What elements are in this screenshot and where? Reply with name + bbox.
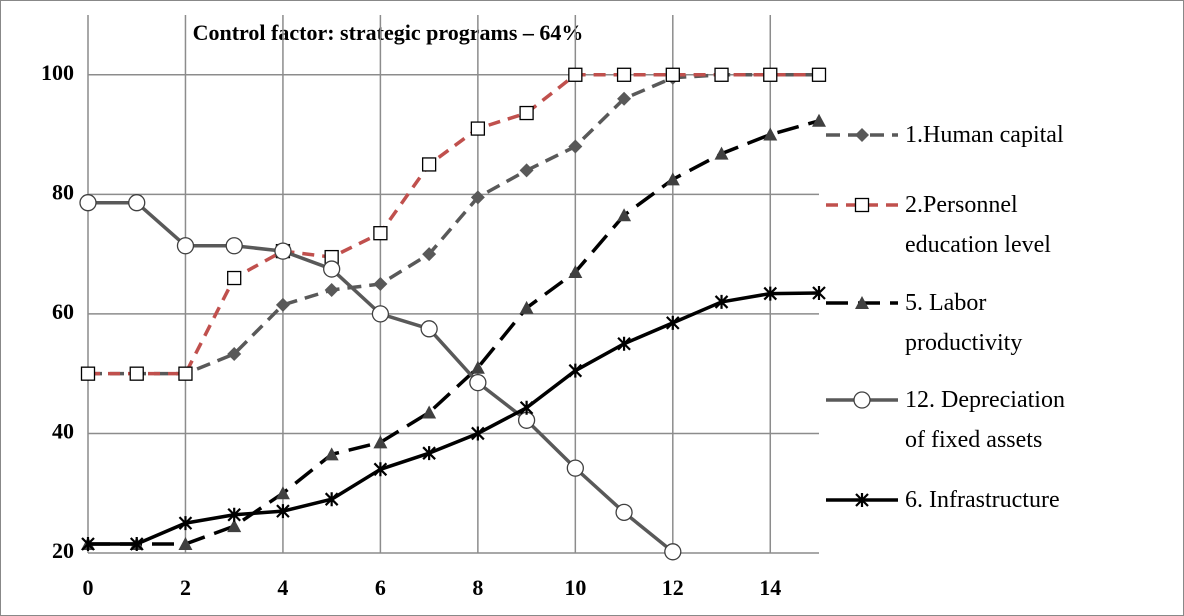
marker bbox=[275, 486, 290, 500]
marker bbox=[420, 320, 438, 338]
x-tick-label: 2 bbox=[180, 575, 191, 600]
marker bbox=[324, 282, 339, 297]
marker bbox=[568, 67, 583, 82]
marker bbox=[470, 190, 485, 205]
marker bbox=[665, 67, 680, 82]
marker bbox=[373, 226, 388, 241]
marker bbox=[371, 305, 390, 323]
marker bbox=[128, 194, 146, 212]
marker bbox=[129, 537, 144, 552]
marker bbox=[227, 507, 241, 522]
marker bbox=[665, 172, 680, 186]
marker bbox=[664, 543, 682, 561]
x-tick-label: 8 bbox=[472, 575, 483, 600]
marker bbox=[227, 519, 242, 533]
chart-title: Control factor: strategic programs – 64% bbox=[193, 20, 584, 45]
marker bbox=[227, 346, 242, 361]
x-tick-label: 12 bbox=[662, 575, 684, 600]
marker bbox=[469, 373, 487, 392]
x-tick-label: 14 bbox=[759, 575, 781, 600]
series-line bbox=[88, 73, 819, 376]
marker bbox=[666, 315, 680, 330]
marker bbox=[519, 163, 534, 178]
marker bbox=[323, 260, 341, 278]
marker bbox=[714, 67, 729, 82]
marker bbox=[422, 247, 437, 262]
x-tick-label: 0 bbox=[83, 575, 94, 600]
marker bbox=[324, 447, 339, 461]
series-line bbox=[88, 119, 820, 546]
marker bbox=[568, 139, 583, 154]
marker bbox=[615, 503, 633, 522]
legend-label: 2.Personnel education level bbox=[905, 192, 1051, 258]
x-tick-label: 6 bbox=[375, 575, 386, 600]
legend-label: 12. Depreciation of fixed assets bbox=[905, 387, 1065, 453]
y-tick-label: 100 bbox=[41, 60, 74, 85]
marker bbox=[178, 366, 193, 381]
marker bbox=[80, 366, 96, 381]
marker bbox=[470, 360, 485, 374]
marker bbox=[519, 300, 534, 314]
marker bbox=[373, 277, 388, 291]
marker bbox=[853, 391, 871, 409]
series-line bbox=[88, 291, 820, 546]
x-tick-label: 10 bbox=[564, 575, 586, 600]
x-tick-label: 4 bbox=[277, 575, 288, 600]
marker bbox=[616, 67, 632, 82]
marker bbox=[763, 127, 778, 141]
marker bbox=[129, 366, 144, 381]
marker bbox=[176, 237, 195, 255]
marker bbox=[471, 426, 485, 441]
marker bbox=[373, 435, 388, 449]
marker bbox=[763, 286, 778, 301]
marker bbox=[854, 197, 870, 213]
marker bbox=[178, 537, 193, 551]
marker bbox=[274, 242, 292, 260]
marker bbox=[855, 296, 869, 309]
marker bbox=[566, 459, 584, 477]
marker bbox=[421, 157, 437, 172]
marker bbox=[373, 462, 388, 477]
legend-label: 5. Labor productivity bbox=[905, 290, 1023, 356]
marker bbox=[275, 297, 290, 312]
marker bbox=[763, 67, 778, 82]
marker bbox=[812, 113, 826, 127]
marker bbox=[422, 446, 436, 461]
marker bbox=[276, 504, 290, 519]
y-tick-label: 80 bbox=[52, 179, 74, 204]
legend-label: 1.Human capital bbox=[905, 122, 1064, 148]
series-line bbox=[88, 73, 819, 376]
marker bbox=[470, 121, 486, 136]
marker bbox=[617, 91, 632, 106]
marker bbox=[568, 363, 583, 378]
marker bbox=[422, 405, 437, 419]
y-tick-label: 60 bbox=[52, 299, 74, 324]
marker bbox=[227, 270, 242, 286]
y-tick-label: 20 bbox=[52, 538, 74, 563]
marker bbox=[324, 492, 339, 507]
marker bbox=[519, 105, 534, 121]
y-tick-label: 40 bbox=[52, 418, 74, 443]
marker bbox=[225, 237, 243, 255]
marker bbox=[617, 336, 631, 351]
marker bbox=[714, 294, 729, 309]
marker bbox=[855, 493, 869, 507]
legend-label: 6. Infrastructure bbox=[905, 487, 1060, 513]
marker bbox=[714, 146, 729, 160]
marker bbox=[568, 265, 583, 279]
marker bbox=[617, 208, 632, 222]
marker bbox=[855, 128, 869, 142]
marker bbox=[812, 285, 826, 300]
marker bbox=[519, 400, 534, 415]
marker bbox=[811, 67, 827, 82]
marker bbox=[81, 537, 95, 552]
marker bbox=[178, 516, 193, 531]
marker bbox=[79, 194, 97, 212]
